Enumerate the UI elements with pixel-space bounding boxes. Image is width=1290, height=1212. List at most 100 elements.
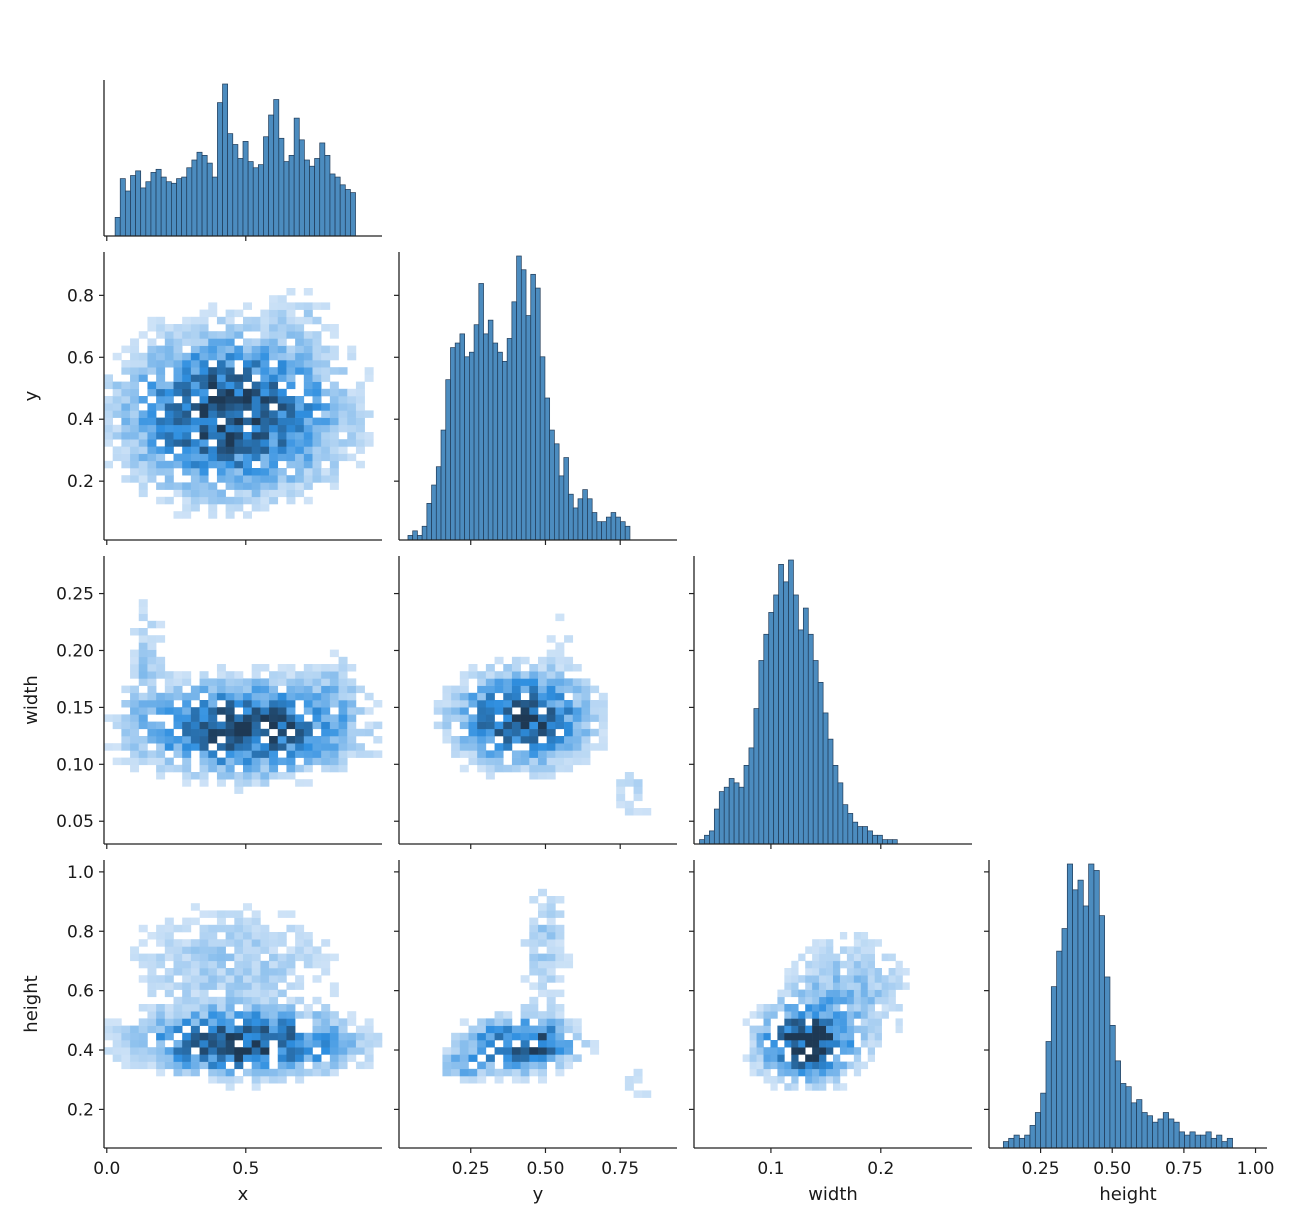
heatmap-cell <box>451 692 461 701</box>
heatmap-cell <box>260 779 270 787</box>
heatmap-cell <box>164 1011 174 1019</box>
heatmap-cell <box>138 628 148 636</box>
heatmap-cell <box>784 975 792 983</box>
heatmap-cell <box>216 678 226 686</box>
heatmap-cell <box>182 331 192 339</box>
heatmap-cell <box>555 721 565 730</box>
heatmap-cell <box>156 417 166 426</box>
heatmap-cell <box>104 410 113 418</box>
heatmap-cell <box>190 1025 200 1034</box>
heatmap-cell <box>312 468 322 476</box>
heatmap-cell <box>321 417 331 426</box>
histogram-bar <box>1146 1115 1153 1149</box>
heatmap-cell <box>347 439 357 447</box>
heatmap-cell <box>477 692 487 701</box>
heatmap-cell <box>329 468 339 476</box>
heatmap-cell <box>164 975 174 983</box>
heatmap-cell <box>839 960 848 969</box>
heatmap-cell <box>277 360 287 368</box>
heatmap-cell <box>243 1040 252 1048</box>
heatmap-cell <box>173 1040 183 1048</box>
heatmap-cell <box>520 1025 530 1034</box>
heatmap-cell <box>598 700 608 708</box>
heatmap-cell <box>286 700 296 708</box>
heatmap-cell <box>546 757 556 766</box>
heatmap-cell <box>147 381 157 390</box>
heatmap-cell <box>459 721 469 730</box>
heatmap-cell <box>321 1047 331 1055</box>
histogram-bar <box>1226 1137 1233 1149</box>
heatmap-cell <box>321 707 331 715</box>
heatmap-cell <box>312 678 322 686</box>
heatmap-cell <box>269 331 279 339</box>
heatmap-cell <box>190 439 200 447</box>
heatmap-cell <box>555 1061 565 1070</box>
heatmap-cell <box>303 482 313 490</box>
heatmap-cell <box>303 316 313 325</box>
heatmap-cell <box>874 1040 882 1048</box>
heatmap-cell <box>164 1032 174 1041</box>
heatmap-cell <box>347 1054 357 1062</box>
heatmap-cell <box>555 1004 565 1012</box>
heatmap-cell <box>590 685 600 694</box>
heatmap-cell <box>286 671 296 679</box>
heatmap-cell <box>555 714 565 722</box>
heatmap-cell <box>243 1018 252 1026</box>
heatmap-cell <box>147 642 157 650</box>
heatmap-cell <box>182 975 192 983</box>
heatmap-cell <box>173 671 183 679</box>
heatmap-cell <box>564 714 574 722</box>
heatmap-y-vs-height <box>442 888 652 1098</box>
heatmap-cell <box>199 482 209 490</box>
heatmap-cell <box>269 671 279 679</box>
heatmap-cell <box>173 996 183 1005</box>
heatmap-cell <box>260 1032 270 1041</box>
heatmap-cell <box>555 924 565 933</box>
heatmap-cell <box>182 982 192 990</box>
histogram-bar <box>206 162 213 237</box>
heatmap-cell <box>355 707 365 715</box>
heatmap-cell <box>286 1011 296 1019</box>
heatmap-cell <box>121 1054 131 1062</box>
heatmap-cell <box>147 664 157 672</box>
heatmap-cell <box>286 960 296 969</box>
heatmap-cell <box>182 511 192 519</box>
heatmap-cell <box>173 924 183 933</box>
histogram-bar <box>431 484 437 541</box>
heatmap-cell <box>208 975 218 983</box>
heatmap-cell <box>777 1061 785 1070</box>
heatmap-cell <box>881 982 889 990</box>
heatmap-cell <box>572 678 582 686</box>
heatmap-cell <box>234 396 244 404</box>
heatmap-cell <box>520 757 530 766</box>
heatmap-cell <box>199 403 209 411</box>
heatmap-cell <box>243 367 252 375</box>
heatmap-cell <box>312 960 322 969</box>
heatmap-cell <box>590 714 600 722</box>
heatmap-cell <box>260 939 270 947</box>
heatmap-cell <box>182 692 192 701</box>
heatmap-cell <box>269 946 279 954</box>
heatmap-cell <box>303 388 313 397</box>
heatmap-cell <box>860 996 869 1005</box>
heatmap-cell <box>846 982 855 990</box>
heatmap-cell <box>138 649 148 658</box>
heatmap-cell <box>251 1040 261 1048</box>
heatmap-cell <box>433 721 443 730</box>
heatmap-cell <box>777 989 785 998</box>
heatmap-cell <box>277 432 287 440</box>
heatmap-cell <box>853 1054 862 1062</box>
heatmap-cell <box>182 714 192 722</box>
heatmap-cell <box>164 1054 174 1062</box>
heatmap-cell <box>303 345 313 354</box>
heatmap-cell <box>216 432 226 440</box>
heatmap-cell <box>312 475 322 483</box>
heatmap-cell <box>269 982 279 990</box>
heatmap-cell <box>303 309 313 318</box>
heatmap-cell <box>888 975 896 983</box>
heatmap-cell <box>269 410 279 418</box>
heatmap-cell <box>329 1011 339 1019</box>
heatmap-cell <box>130 475 140 483</box>
heatmap-cell <box>208 946 218 954</box>
heatmap-cell <box>839 975 848 983</box>
